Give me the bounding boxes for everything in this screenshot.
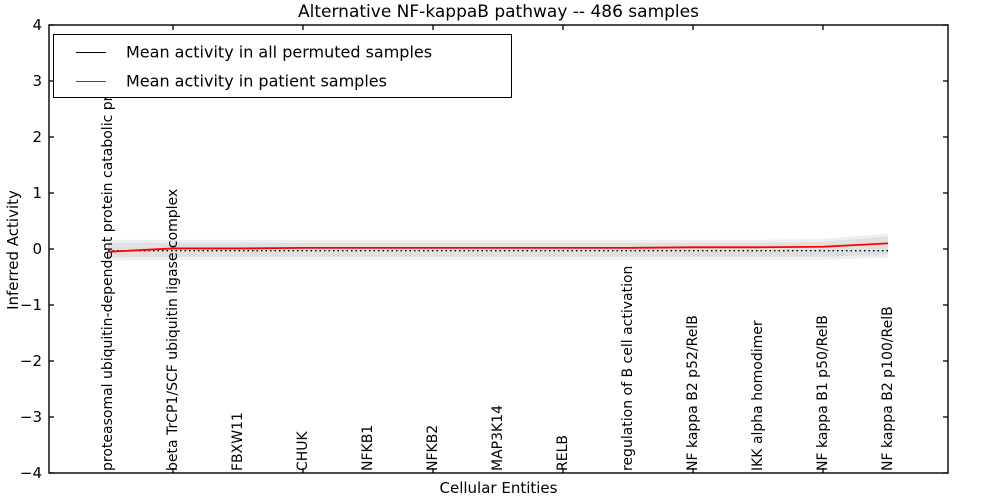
x-axis-label: Cellular Entities [439, 479, 558, 497]
x-tick-label: IKK alpha homodimer [750, 320, 766, 471]
chart-title: Alternative NF-kappaB pathway -- 486 sam… [298, 2, 699, 22]
legend-line-sample-black [76, 51, 106, 53]
y-tick-label: 2 [32, 128, 42, 146]
y-tick-label: −1 [19, 296, 42, 314]
y-tick-label: 4 [32, 16, 42, 34]
patient-mean-line [107, 242, 889, 253]
legend-entry-permuted: Mean activity in all permuted samples [54, 37, 511, 66]
x-tick-label: NF kappa B2 p52/RelB [685, 315, 701, 471]
x-tick-label: FBXW11 [230, 412, 246, 471]
x-tick-label: NF kappa B1 p50/RelB [815, 315, 831, 471]
y-tick-label: 3 [32, 72, 42, 90]
x-tick-label: NFKB1 [360, 424, 376, 471]
y-tick-label: −3 [19, 408, 42, 426]
legend-label: Mean activity in patient samples [126, 71, 387, 90]
legend-entry-patient: Mean activity in patient samples [54, 66, 511, 95]
x-tick-label: regulation of B cell activation [620, 265, 636, 471]
y-tick-label: 1 [32, 184, 42, 202]
x-tick-label: RELB [555, 435, 571, 471]
x-tick-label: NFKB2 [425, 424, 441, 471]
legend-label: Mean activity in all permuted samples [126, 42, 433, 61]
y-tick-label: −4 [19, 464, 42, 482]
x-tick-label: MAP3K14 [490, 404, 506, 471]
y-tick-label: 0 [32, 240, 42, 258]
legend-line-sample-red [76, 80, 106, 82]
x-tick-label: NF kappa B2 p100/RelB [880, 306, 896, 471]
x-tick-label: proteasomal ubiquitin-dependent protein … [100, 56, 116, 471]
y-tick-label: −2 [19, 352, 42, 370]
legend-box: Mean activity in all permuted samples Me… [53, 34, 512, 98]
x-tick-label: beta TrCP1/SCF ubiquitin ligase complex [165, 188, 181, 471]
x-tick-label: CHUK [295, 431, 311, 471]
